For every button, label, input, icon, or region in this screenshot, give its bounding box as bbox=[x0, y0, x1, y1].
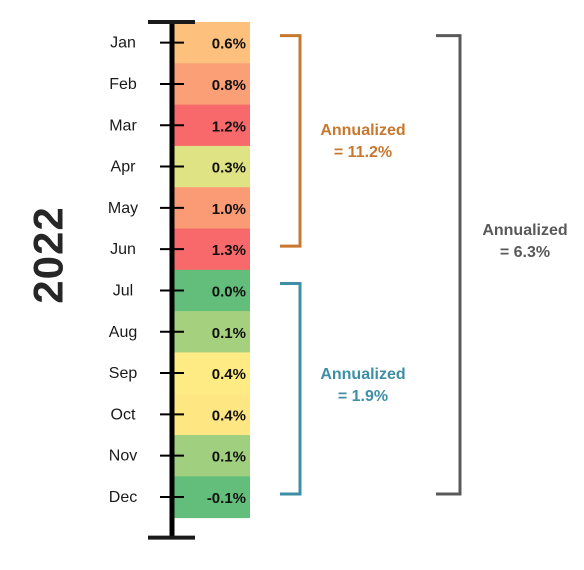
cell-mar bbox=[174, 104, 250, 147]
cell-oct bbox=[174, 393, 250, 436]
bracket-label-first-half-line2: = 11.2% bbox=[333, 144, 393, 161]
month-label-jan: Jan bbox=[110, 35, 136, 52]
bracket-label-second-half: Annualized = 1.9% bbox=[288, 364, 438, 408]
bracket-label-first-half: Annualized = 11.2% bbox=[288, 120, 438, 164]
cell-apr bbox=[174, 145, 250, 188]
cell-jan bbox=[174, 22, 250, 64]
value-label-sep: 0.4% bbox=[212, 366, 246, 383]
value-label-jun: 1.3% bbox=[212, 242, 246, 259]
value-label-jul: 0.0% bbox=[212, 283, 246, 300]
bracket-full-year bbox=[436, 34, 462, 496]
value-label-dec: -0.1% bbox=[207, 490, 246, 507]
value-label-may: 1.0% bbox=[212, 201, 246, 218]
value-label-oct: 0.4% bbox=[212, 407, 246, 424]
month-label-sep: Sep bbox=[109, 365, 138, 382]
cell-may bbox=[174, 187, 250, 229]
month-label-dec: Dec bbox=[109, 489, 137, 506]
month-label-feb: Feb bbox=[109, 76, 137, 93]
month-label-jul: Jul bbox=[113, 282, 133, 299]
bracket-label-first-half-line1: Annualized bbox=[320, 122, 406, 139]
bracket-label-second-half-line1: Annualized bbox=[320, 366, 406, 383]
value-label-nov: 0.1% bbox=[212, 449, 246, 466]
month-label-nov: Nov bbox=[109, 448, 137, 465]
month-label-mar: Mar bbox=[109, 117, 137, 134]
year-label: 2022 bbox=[24, 200, 74, 310]
bracket-label-full-year-line2: = 6.3% bbox=[499, 244, 551, 261]
cell-jun bbox=[174, 228, 250, 271]
cell-aug bbox=[174, 311, 250, 353]
bracket-label-second-half-line2: = 1.9% bbox=[337, 388, 389, 405]
value-label-aug: 0.1% bbox=[212, 325, 246, 342]
cell-jul bbox=[174, 269, 250, 312]
value-label-mar: 1.2% bbox=[212, 118, 246, 135]
month-label-aug: Aug bbox=[109, 324, 137, 341]
year-label-text: 2022 bbox=[25, 206, 72, 304]
value-label-feb: 0.8% bbox=[212, 77, 246, 94]
cell-dec bbox=[174, 476, 250, 519]
month-label-jun: Jun bbox=[110, 241, 136, 258]
month-label-oct: Oct bbox=[111, 406, 136, 423]
month-label-apr: Apr bbox=[111, 159, 137, 176]
value-label-apr: 0.3% bbox=[212, 160, 246, 177]
bracket-first-half bbox=[280, 34, 302, 248]
bracket-label-full-year: Annualized = 6.3% bbox=[466, 220, 584, 264]
cell-sep bbox=[174, 352, 250, 395]
cell-nov bbox=[174, 435, 250, 477]
value-label-jan: 0.6% bbox=[212, 36, 246, 53]
cell-feb bbox=[174, 63, 250, 106]
month-label-may: May bbox=[108, 200, 138, 217]
bracket-label-full-year-line1: Annualized bbox=[482, 222, 568, 239]
bracket-second-half bbox=[280, 281, 302, 496]
